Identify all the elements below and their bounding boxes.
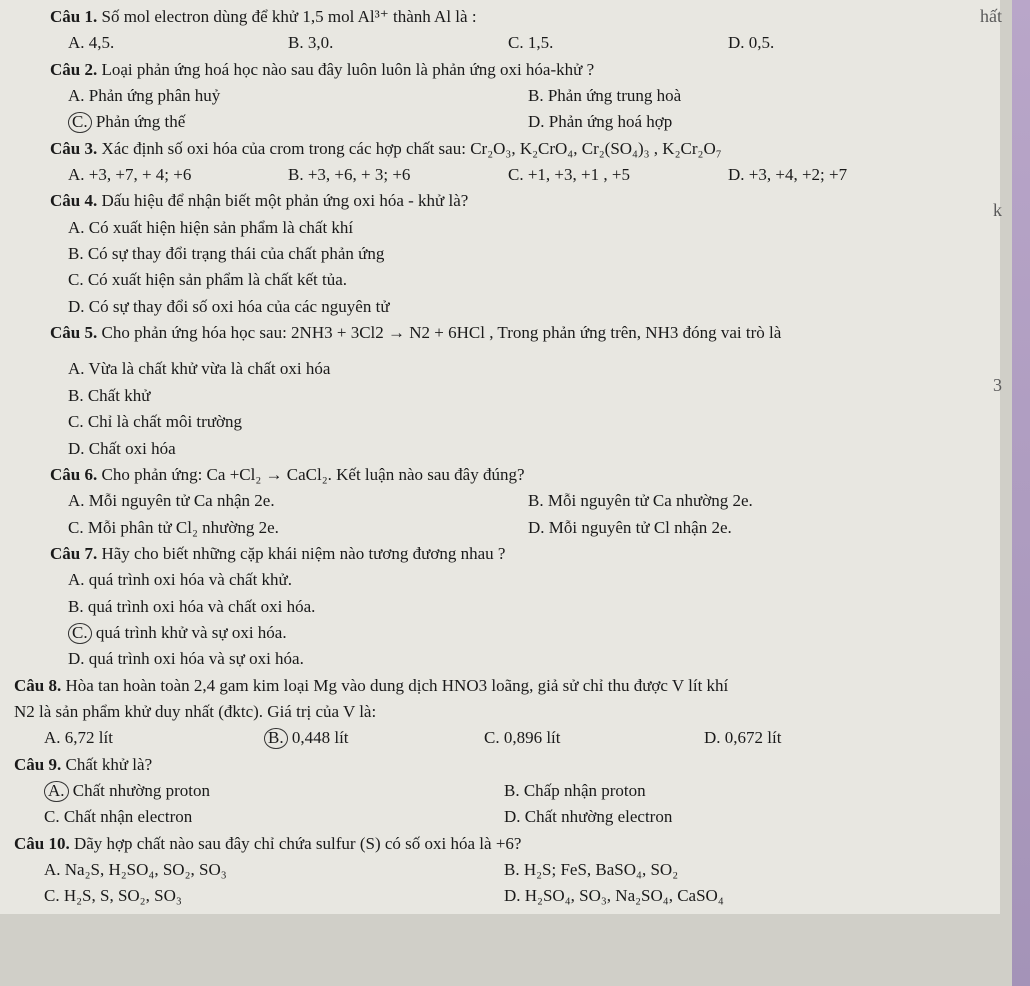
q3-opt-a: A. +3, +7, + 4; +6	[68, 162, 248, 188]
q3-head: Câu 3.	[50, 139, 97, 158]
q1-text: Số mol electron dùng để khử 1,5 mol Al³⁺…	[101, 7, 476, 26]
q2-opt-d: D. Phản ứng hoá hợp	[528, 109, 708, 135]
q9-opt-a: A. Chất nhường proton	[44, 778, 464, 804]
margin-note-2: k	[993, 200, 1002, 221]
q7-opt-a: A. quá trình oxi hóa và chất khử.	[68, 567, 994, 593]
q10-opt-b: B. H₂S; FeS, BaSO₄, SO₂	[504, 857, 684, 883]
q7-c-circle: C.	[68, 623, 92, 644]
q9-opt-b: B. Chấp nhận proton	[504, 778, 684, 804]
q3-opt-b: B. +3, +6, + 3; +6	[288, 162, 468, 188]
q6-opt-c: C. Mỗi phân tử Cl₂ nhường 2e.	[68, 515, 488, 541]
q2-c-circle: C.	[68, 112, 92, 133]
q5-head: Câu 5.	[50, 323, 97, 342]
q1-opt-c: C. 1,5.	[508, 30, 688, 56]
q9: Câu 9. Chất khử là? A. Chất nhường proto…	[14, 752, 994, 831]
q3-opt-d: D. +3, +4, +2; +7	[728, 162, 908, 188]
q6-text: Cho phản ứng: Ca +Cl₂ → CaCl₂. Kết luận …	[101, 465, 524, 484]
q7-text: Hãy cho biết những cặp khái niệm nào tươ…	[101, 544, 505, 563]
q1-opt-a: A. 4,5.	[68, 30, 248, 56]
q4-opt-d: D. Có sự thay đổi số oxi hóa của các ngu…	[68, 294, 994, 320]
q4-opt-a: A. Có xuất hiện hiện sản phẩm là chất kh…	[68, 215, 994, 241]
q2-c-text: Phản ứng thế	[96, 112, 185, 131]
q8-b-circle: B.	[264, 728, 288, 749]
q5-opt-d: D. Chất oxi hóa	[68, 436, 994, 462]
q3-opt-c: C. +1, +3, +1 , +5	[508, 162, 688, 188]
q2-opt-a: A. Phản ứng phân huỷ	[68, 83, 488, 109]
exam-page: Câu 1. Số mol electron dùng để khử 1,5 m…	[0, 0, 1000, 914]
q9-text: Chất khử là?	[65, 755, 152, 774]
q8-opt-b: B. 0,448 lít	[264, 725, 444, 751]
q2-text: Loại phản ứng hoá học nào sau đây luôn l…	[101, 60, 594, 79]
q10-opt-c: C. H₂S, S, SO₂, SO₃	[44, 883, 464, 909]
q3: Câu 3. Xác định số oxi hóa của crom tron…	[50, 136, 994, 189]
notebook-spine	[1012, 0, 1030, 986]
q2-head: Câu 2.	[50, 60, 97, 79]
q8-b-text: 0,448 lít	[288, 728, 349, 747]
q1-head: Câu 1.	[50, 7, 97, 26]
q8-opt-c: C. 0,896 lít	[484, 725, 664, 751]
q8-head: Câu 8.	[14, 676, 61, 695]
q8-text2: N2 là sản phẩm khử duy nhất (đktc). Giá …	[14, 699, 994, 725]
q9-a-text: Chất nhường proton	[73, 781, 210, 800]
q9-a-circle: A.	[44, 781, 69, 802]
q5-opt-b: B. Chất khử	[68, 383, 994, 409]
q9-opt-d: D. Chất nhường electron	[504, 804, 684, 830]
q10-opt-a: A. Na₂S, H₂SO₄, SO₂, SO₃	[44, 857, 464, 883]
q8-opt-d: D. 0,672 lít	[704, 725, 884, 751]
q6-opt-d: D. Mỗi nguyên tử Cl nhận 2e.	[528, 515, 732, 541]
q7-head: Câu 7.	[50, 544, 97, 563]
q4-head: Câu 4.	[50, 191, 97, 210]
q2: Câu 2. Loại phản ứng hoá học nào sau đây…	[50, 57, 994, 136]
q3-text: Xác định số oxi hóa của crom trong các h…	[101, 139, 721, 158]
q1-opt-d: D. 0,5.	[728, 30, 908, 56]
q9-opt-c: C. Chất nhận electron	[44, 804, 464, 830]
q5-text: Cho phản ứng hóa học sau: 2NH3 + 3Cl2 → …	[101, 323, 781, 342]
q2-opt-b: B. Phản ứng trung hoà	[528, 83, 708, 109]
q6: Câu 6. Cho phản ứng: Ca +Cl₂ → CaCl₂. Kế…	[50, 462, 994, 541]
q1: Câu 1. Số mol electron dùng để khử 1,5 m…	[50, 4, 994, 57]
q10-opt-d: D. H₂SO₄, SO₃, Na₂SO₄, CaSO₄	[504, 883, 724, 909]
margin-note-1: hất	[980, 6, 1002, 27]
q1-opt-b: B. 3,0.	[288, 30, 468, 56]
q4: Câu 4. Dấu hiệu để nhận biết một phản ứn…	[50, 188, 994, 320]
q10-text: Dãy hợp chất nào sau đây chỉ chứa sulfur…	[74, 834, 521, 853]
q8: Câu 8. Hòa tan hoàn toàn 2,4 gam kim loạ…	[14, 673, 994, 752]
q7-opt-c: C. quá trình khử và sự oxi hóa.	[68, 620, 994, 646]
q6-head: Câu 6.	[50, 465, 97, 484]
q5-opt-c: C. Chỉ là chất môi trường	[68, 409, 994, 435]
q8-text: Hòa tan hoàn toàn 2,4 gam kim loại Mg và…	[65, 676, 728, 695]
q5: Câu 5. Cho phản ứng hóa học sau: 2NH3 + …	[50, 320, 994, 462]
q7-opt-b: B. quá trình oxi hóa và chất oxi hóa.	[68, 594, 994, 620]
q4-opt-c: C. Có xuất hiện sản phẩm là chất kết tủa…	[68, 267, 994, 293]
q2-opt-c: C. Phản ứng thế	[68, 109, 488, 135]
q4-text: Dấu hiệu để nhận biết một phản ứng oxi h…	[101, 191, 468, 210]
q10: Câu 10. Dãy hợp chất nào sau đây chỉ chứ…	[14, 831, 994, 910]
q10-head: Câu 10.	[14, 834, 70, 853]
q9-head: Câu 9.	[14, 755, 61, 774]
margin-note-3: 3	[993, 375, 1002, 396]
q5-opt-a: A. Vừa là chất khử vừa là chất oxi hóa	[68, 356, 994, 382]
q8-opt-a: A. 6,72 lít	[44, 725, 224, 751]
q7-c-text: quá trình khử và sự oxi hóa.	[96, 623, 287, 642]
q7: Câu 7. Hãy cho biết những cặp khái niệm …	[50, 541, 994, 673]
q6-opt-a: A. Mỗi nguyên tử Ca nhận 2e.	[68, 488, 488, 514]
q7-opt-d: D. quá trình oxi hóa và sự oxi hóa.	[68, 646, 994, 672]
q6-opt-b: B. Mỗi nguyên tử Ca nhường 2e.	[528, 488, 753, 514]
q4-opt-b: B. Có sự thay đổi trạng thái của chất ph…	[68, 241, 994, 267]
